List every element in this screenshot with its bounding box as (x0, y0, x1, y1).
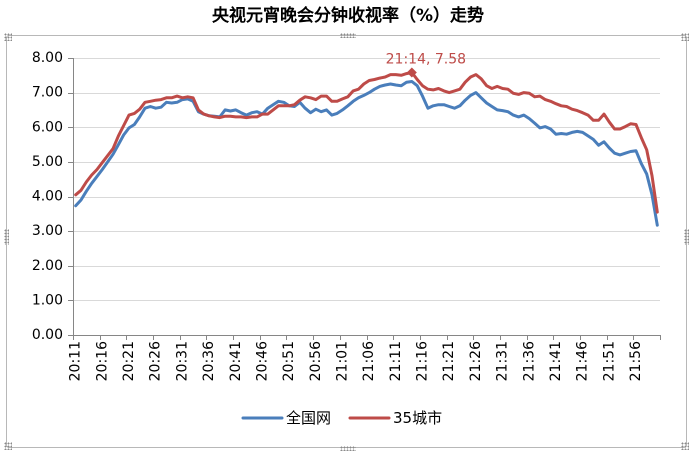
x-tick-label: 20:51 (281, 341, 297, 381)
resize-handle-right[interactable] (684, 229, 689, 245)
legend: 全国网 35城市 (241, 409, 442, 427)
y-tick-label: 0.00 (32, 327, 63, 343)
x-axis: 20:11 20:16 20:21 20:26 20:31 20:36 20:41 20:46… (68, 335, 661, 381)
legend-item-national: 全国网 (241, 409, 331, 427)
x-tick-label: 21:21 (441, 341, 457, 381)
x-tick-label: 20:56 (308, 341, 324, 381)
series-line-1 (74, 71, 659, 214)
x-tick-label: 21:56 (628, 341, 644, 381)
x-tick-label: 20:46 (254, 341, 270, 381)
x-tick-label: 21:31 (495, 341, 511, 381)
x-tick-label: 21:26 (468, 341, 484, 381)
legend-label-35-cities: 35城市 (393, 409, 442, 427)
x-tick-label: 20:36 (201, 341, 217, 381)
x-tick-label: 20:21 (121, 341, 137, 381)
x-tick-label: 21:01 (334, 341, 350, 381)
peak-data-label: 21:14, 7.58 (386, 52, 466, 68)
y-tick-label: 3.00 (32, 223, 63, 239)
legend-label-national: 全国网 (286, 409, 331, 427)
y-tick-label: 1.00 (32, 292, 63, 308)
resize-handle-bottom[interactable] (340, 446, 356, 451)
x-tick-label: 21:51 (601, 341, 617, 381)
gridlines (73, 58, 660, 301)
y-tick-label: 7.00 (32, 85, 63, 101)
resize-handle-top[interactable] (340, 33, 356, 38)
resize-handle-left[interactable] (4, 229, 9, 245)
y-tick-label: 2.00 (32, 258, 63, 274)
x-tick-label: 20:11 (68, 341, 84, 381)
x-tick-label: 21:41 (548, 341, 564, 381)
y-tick-label: 4.00 (32, 189, 63, 205)
x-tick-label: 20:31 (174, 341, 190, 381)
y-axis: 0.00 1.00 2.00 3.00 4.00 5.00 6.00 7.00 8.00 (32, 50, 74, 343)
x-tick-label: 21:11 (388, 341, 404, 381)
chart-title: 央视元宵晚会分钟收视率（%）走势 (211, 6, 485, 26)
y-tick-label: 8.00 (32, 50, 63, 66)
x-tick-label: 21:46 (575, 341, 591, 381)
x-tick-label: 20:41 (228, 341, 244, 381)
series-line-0 (74, 80, 659, 227)
resize-handle-top-left[interactable] (4, 33, 12, 41)
y-tick-label: 5.00 (32, 154, 63, 170)
resize-handle-bottom-left[interactable] (4, 442, 12, 450)
annotations: 21:14, 7.58 (386, 52, 466, 78)
x-tick-label: 21:06 (361, 341, 377, 381)
resize-handle-bottom-right[interactable] (681, 442, 689, 450)
x-tick-label: 21:16 (415, 341, 431, 381)
x-tick-label: 20:26 (148, 341, 164, 381)
resize-handle-top-right[interactable] (681, 33, 689, 41)
x-tick-label: 21:36 (521, 341, 537, 381)
peak-marker (406, 67, 417, 78)
series-lines (74, 71, 659, 227)
legend-item-35-cities: 35城市 (348, 409, 442, 427)
x-tick-label: 20:16 (94, 341, 110, 381)
y-tick-label: 6.00 (32, 119, 63, 135)
